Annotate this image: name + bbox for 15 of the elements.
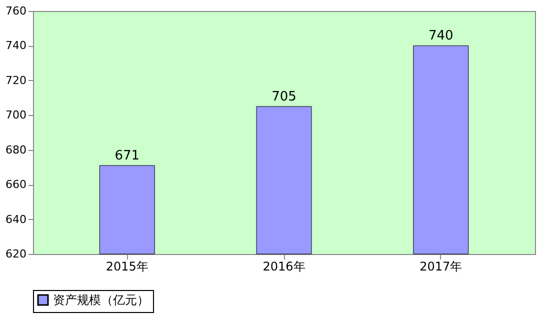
y-tick-label: 740 [6, 39, 26, 52]
y-tick-label: 680 [6, 143, 26, 156]
x-tick-label: 2015年 [106, 260, 148, 274]
y-tick-label: 760 [6, 4, 26, 18]
data-label: 705 [272, 89, 296, 104]
y-tick-label: 700 [6, 108, 26, 122]
legend-label: 资产规模（亿元） [53, 293, 149, 307]
y-tick-label: 620 [6, 248, 26, 260]
y-tick-label: 720 [6, 74, 26, 87]
x-tick-label: 2016年 [262, 260, 306, 274]
data-label: 740 [428, 28, 454, 44]
data-label: 671 [114, 148, 140, 164]
y-tick-label: 640 [6, 212, 26, 226]
y-tick-label: 660 [6, 178, 26, 192]
x-tick-label: 2017年 [420, 260, 462, 274]
